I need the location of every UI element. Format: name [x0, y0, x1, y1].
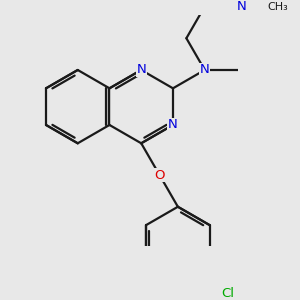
Text: O: O: [154, 169, 165, 182]
Text: N: N: [136, 64, 146, 76]
Text: N: N: [236, 0, 246, 13]
Text: N: N: [200, 64, 210, 76]
Text: Cl: Cl: [221, 287, 234, 300]
Text: CH₃: CH₃: [268, 2, 288, 11]
Text: N: N: [168, 118, 178, 131]
